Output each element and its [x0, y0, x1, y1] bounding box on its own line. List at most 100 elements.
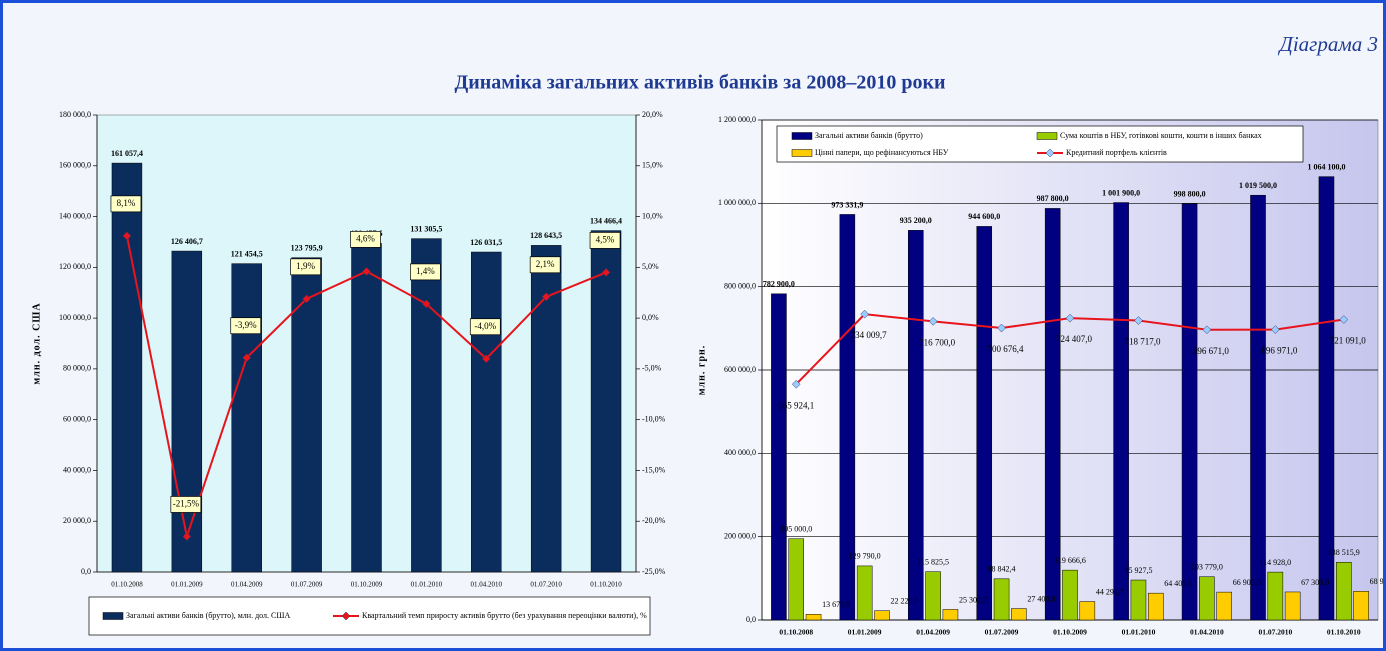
line-value-text: -3,9%: [235, 320, 257, 330]
bar: [908, 230, 924, 621]
bar: [1181, 203, 1198, 621]
bar: [1267, 571, 1284, 621]
y2-tick-label: 5,0%: [642, 262, 659, 271]
line-marker: [1065, 313, 1075, 323]
line-marker: [481, 354, 491, 364]
label-box: [230, 317, 262, 335]
legend-marker: [1045, 148, 1055, 158]
bar-value-label: 1 001 900,0: [1102, 188, 1140, 197]
line-marker: [928, 317, 938, 326]
bar: [471, 251, 502, 573]
line-marker: [541, 292, 551, 302]
x-tick-label: 01.01.2009: [171, 581, 203, 589]
bar: [805, 614, 822, 621]
bar: [1250, 194, 1266, 621]
x-tick-label: 01.10.2008: [111, 581, 143, 589]
bar-value-label: 126 406,7: [171, 237, 203, 246]
legend-label: Кредитний портфель клієнтів: [1066, 148, 1167, 157]
line-marker: [242, 353, 252, 363]
bar: [1079, 601, 1096, 621]
bar-value-label: 138 515,9: [1328, 548, 1360, 557]
bar-value-label: 126 031,5: [470, 238, 502, 247]
legend-swatch: [791, 132, 813, 140]
line-marker: [997, 323, 1006, 333]
bar: [1044, 208, 1061, 621]
y-tick-label: 180 000,0: [59, 110, 91, 119]
y-axis-label: млн. дол. США: [31, 302, 42, 384]
legend-swatch: [1036, 132, 1058, 140]
bar: [411, 238, 442, 573]
x-tick-label: 01.10.2009: [1053, 628, 1087, 637]
y-tick-label: 160 000,0: [59, 161, 91, 170]
line-value-label: 4,6%: [350, 231, 381, 248]
x-tick-label: 01.01.2010: [1122, 628, 1156, 637]
y-tick-label: 1 200 000,0: [718, 115, 756, 124]
y2-tick-label: -5,0%: [642, 364, 662, 373]
line-value-label: 2,1%: [529, 256, 561, 274]
bar: [1130, 579, 1147, 621]
bar: [231, 263, 262, 573]
bar-value-label: 121 454,5: [231, 249, 263, 258]
bar: [1113, 202, 1129, 621]
label-box: [589, 232, 621, 249]
x-tick-label: 01.04.2009: [916, 628, 950, 637]
line-value-text: 4,6%: [356, 233, 375, 243]
bar-value-label: 195 000,0: [780, 525, 812, 534]
line-value-text: 4,5%: [596, 234, 615, 244]
bar-value-label: 68 992,0: [1370, 577, 1383, 586]
line-value-label: 696 671,0: [1193, 346, 1230, 356]
y-tick-label: 0,0: [746, 615, 756, 624]
line-value-label: 700 676,4: [988, 344, 1025, 354]
bar-value-label: 944 600,0: [968, 212, 1000, 221]
line-value-label: 696 971,0: [1261, 346, 1298, 356]
line-value-label: 1,4%: [410, 263, 441, 281]
charts: Діаграма 3 Динаміка загальних активів ба…: [31, 32, 1383, 637]
y-tick-label: 0,0: [81, 567, 91, 576]
y-tick-label: 120 000,0: [59, 262, 91, 271]
bar: [171, 250, 203, 573]
legend: [776, 125, 1304, 163]
y2-tick-label: -15,0%: [642, 465, 666, 474]
bar-value-label: 95 927,5: [1124, 566, 1152, 575]
x-tick-label: 01.04.2009: [231, 581, 263, 589]
bar: [1147, 592, 1164, 621]
bar: [1199, 576, 1215, 621]
bar: [1353, 591, 1369, 621]
x-tick-label: 01.07.2010: [530, 581, 562, 589]
line-marker: [1202, 325, 1212, 335]
y2-tick-label: 0,0%: [642, 313, 659, 322]
line-value-text: -4,0%: [474, 321, 496, 331]
bar-value-label: 973 331,9: [831, 200, 863, 209]
bar-value-label: 66 905,0: [1233, 578, 1261, 587]
label-box: [410, 263, 441, 281]
legend-label: Загальні активи банків (брутто), млн. до…: [126, 611, 290, 620]
line-value-text: 8,1%: [117, 198, 136, 208]
label-box: [529, 256, 561, 274]
y-axis-label: млн. грн.: [696, 345, 707, 396]
legend-swatch: [791, 149, 813, 157]
line-value-label: 4,5%: [589, 232, 621, 249]
bar: [291, 257, 322, 573]
bar-value-label: 119 666,6: [1054, 556, 1086, 565]
x-tick-label: 01.04.2010: [1190, 628, 1224, 637]
line-value-label: -21,5%: [170, 496, 202, 513]
label-box: [170, 496, 202, 513]
x-tick-label: 01.10.2008: [779, 628, 813, 637]
line-marker: [182, 532, 192, 541]
bar-value-label: 64 405,0: [1164, 579, 1192, 588]
bar: [1318, 176, 1335, 621]
line-value-label: 734 009,7: [851, 330, 888, 340]
x-tick-label: 01.07.2009: [985, 628, 1019, 637]
legend-label: Цінні папери, що рефінансуються НБУ: [815, 148, 949, 157]
line-value-label: 718 717,0: [1124, 337, 1161, 347]
line-marker: [1270, 325, 1280, 334]
y-tick-label: 40 000,0: [63, 465, 91, 474]
legend-swatch: [102, 612, 124, 620]
bar-value-label: 25 302,7: [959, 595, 987, 604]
legend-label: Квартальний темп приросту активів брутто…: [362, 611, 647, 620]
bar: [839, 214, 856, 621]
main-title: Динаміка загальних активів банків за 200…: [455, 72, 946, 94]
bar-value-label: 998 800,0: [1174, 190, 1206, 199]
bar-value-label: 103 779,0: [1191, 563, 1223, 572]
bar-value-label: 129 790,0: [849, 552, 881, 561]
